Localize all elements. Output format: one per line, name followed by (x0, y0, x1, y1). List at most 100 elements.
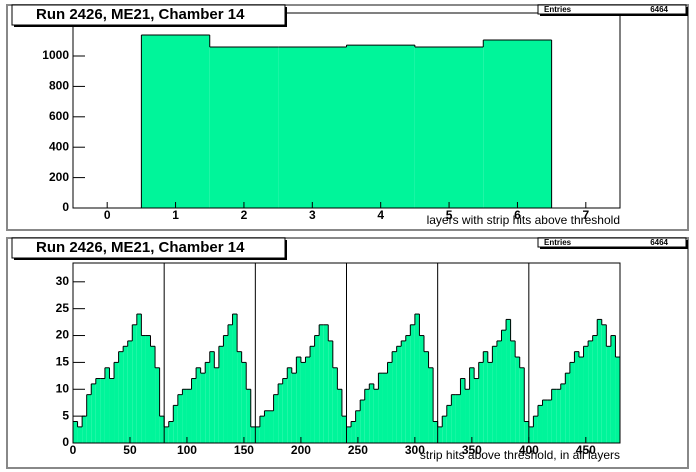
bar (118, 351, 124, 443)
bar (77, 426, 83, 443)
stats-label: Entries (544, 5, 572, 14)
bar (232, 314, 238, 443)
bar (547, 400, 552, 443)
x-tick-label: 450 (576, 443, 596, 457)
bar (159, 416, 165, 443)
bar (537, 405, 543, 443)
bar (241, 362, 247, 443)
bar (341, 416, 347, 443)
y-tick-label: 15 (56, 355, 70, 369)
bar (492, 346, 497, 443)
bar (519, 367, 525, 443)
bar (278, 47, 347, 208)
bar (392, 351, 397, 443)
chart-title: Run 2426, ME21, Chamber 14 (36, 239, 245, 256)
bar (423, 351, 429, 443)
bar (250, 426, 256, 443)
x-axis-label: strip hits above threshold, in all layer… (420, 448, 620, 462)
bar (314, 335, 320, 443)
bar (542, 400, 548, 443)
bar (373, 389, 379, 443)
x-tick-label: 6 (514, 208, 521, 222)
stats-value: 6464 (650, 5, 668, 14)
bar (155, 367, 160, 443)
bar (300, 362, 306, 443)
bar (510, 340, 516, 443)
bar (378, 373, 383, 443)
bar (205, 362, 210, 443)
bar (337, 389, 342, 443)
bar (615, 357, 620, 443)
bar (332, 367, 338, 443)
x-tick-label: 0 (104, 208, 111, 222)
bar (95, 378, 101, 443)
stats-box (537, 237, 687, 248)
bar (255, 426, 260, 443)
bar (82, 416, 87, 443)
bar (223, 335, 228, 443)
bar (578, 357, 584, 443)
y-tick-label: 5 (62, 408, 69, 422)
bar (551, 389, 557, 443)
bar (442, 416, 447, 443)
bar (478, 362, 484, 443)
bar (583, 346, 589, 443)
bar (414, 47, 484, 208)
bar (209, 351, 215, 443)
stats-box (537, 4, 687, 15)
y-tick-label: 400 (49, 139, 69, 153)
bar (73, 421, 78, 443)
bar (237, 351, 242, 443)
bar (515, 357, 520, 443)
bar (455, 394, 461, 443)
bar (437, 426, 443, 443)
y-tick-label: 30 (56, 274, 70, 288)
bar (351, 421, 356, 443)
bar (109, 378, 115, 443)
bar (524, 421, 529, 443)
bar (592, 335, 598, 443)
bar (533, 416, 538, 443)
bar (182, 389, 187, 443)
bar (287, 367, 292, 443)
bar (506, 319, 511, 443)
bar (173, 405, 178, 443)
bar (145, 335, 151, 443)
bar (465, 389, 470, 443)
y-tick-label: 0 (62, 200, 69, 214)
bar (328, 340, 333, 443)
y-tick-label: 20 (56, 328, 70, 342)
x-tick-label: 300 (405, 443, 425, 457)
bar (296, 357, 301, 443)
y-tick-label: 600 (49, 109, 69, 123)
bar (86, 394, 92, 443)
plot-frame (72, 262, 621, 444)
bar (164, 426, 169, 443)
bar (364, 389, 370, 443)
bar (100, 378, 105, 443)
bar (565, 373, 570, 443)
bar (150, 346, 156, 443)
bar (191, 378, 197, 443)
bar (132, 324, 137, 443)
bar (369, 383, 374, 443)
bar (588, 340, 593, 443)
bar (414, 314, 420, 443)
bar (446, 405, 452, 443)
bar (141, 335, 146, 443)
bar (177, 394, 183, 443)
bar (91, 383, 96, 443)
bar (214, 367, 219, 443)
x-tick-label: 250 (348, 443, 368, 457)
bar (360, 400, 365, 443)
bar (200, 373, 206, 443)
bar (264, 410, 270, 443)
bar (606, 346, 611, 443)
chart-title: Run 2426, ME21, Chamber 14 (36, 6, 245, 23)
bar (460, 378, 466, 443)
y-tick-label: 25 (56, 301, 70, 315)
bar (405, 335, 411, 443)
bar (382, 373, 388, 443)
stats-value: 6464 (650, 238, 668, 247)
bar (556, 389, 561, 443)
